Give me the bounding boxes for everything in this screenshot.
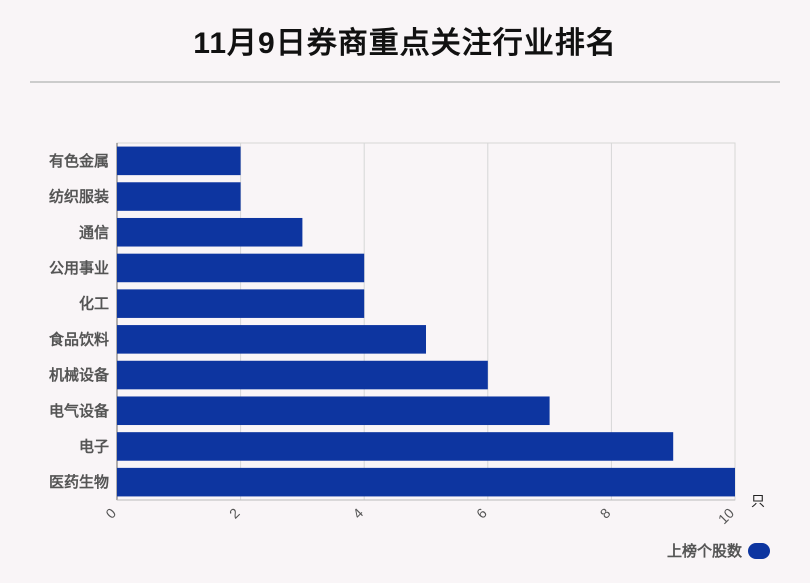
category-label: 电气设备 [49, 402, 110, 420]
category-label: 有色金属 [49, 152, 109, 170]
category-label: 医药生物 [49, 473, 109, 491]
category-label: 机械设备 [49, 366, 110, 384]
bar [117, 289, 365, 318]
category-label: 通信 [79, 223, 109, 241]
bar [117, 146, 241, 176]
bars [117, 146, 735, 497]
bar [117, 182, 241, 211]
chart-title: 11月9日券商重点关注行业排名 [193, 27, 617, 60]
category-label: 公用事业 [49, 259, 109, 277]
x-unit-label: 只 [751, 493, 765, 509]
category-label: 化工 [79, 295, 109, 313]
title-divider [30, 81, 780, 83]
bar [117, 360, 488, 390]
category-label: 纺织服装 [49, 188, 110, 206]
x-tick-labels: 0 2 4 6 8 10 [102, 505, 737, 527]
x-tick-label: 4 [349, 505, 366, 522]
legend-label: 上榜个股数 [666, 543, 742, 560]
x-tick-label: 2 [226, 505, 243, 522]
bar [117, 325, 426, 354]
bar [117, 467, 735, 497]
legend: 上榜个股数 [667, 540, 770, 561]
x-tick-label: 8 [597, 505, 614, 522]
x-tick-label: 0 [102, 505, 119, 522]
legend-swatch [748, 542, 770, 559]
bar [117, 217, 303, 247]
category-label: 食品饮料 [49, 330, 109, 348]
bar [117, 432, 674, 461]
bar [117, 253, 365, 283]
x-tick-label: 6 [473, 505, 490, 522]
bar [117, 396, 550, 426]
category-label: 电子 [79, 437, 109, 455]
x-tick-label: 10 [715, 505, 737, 527]
